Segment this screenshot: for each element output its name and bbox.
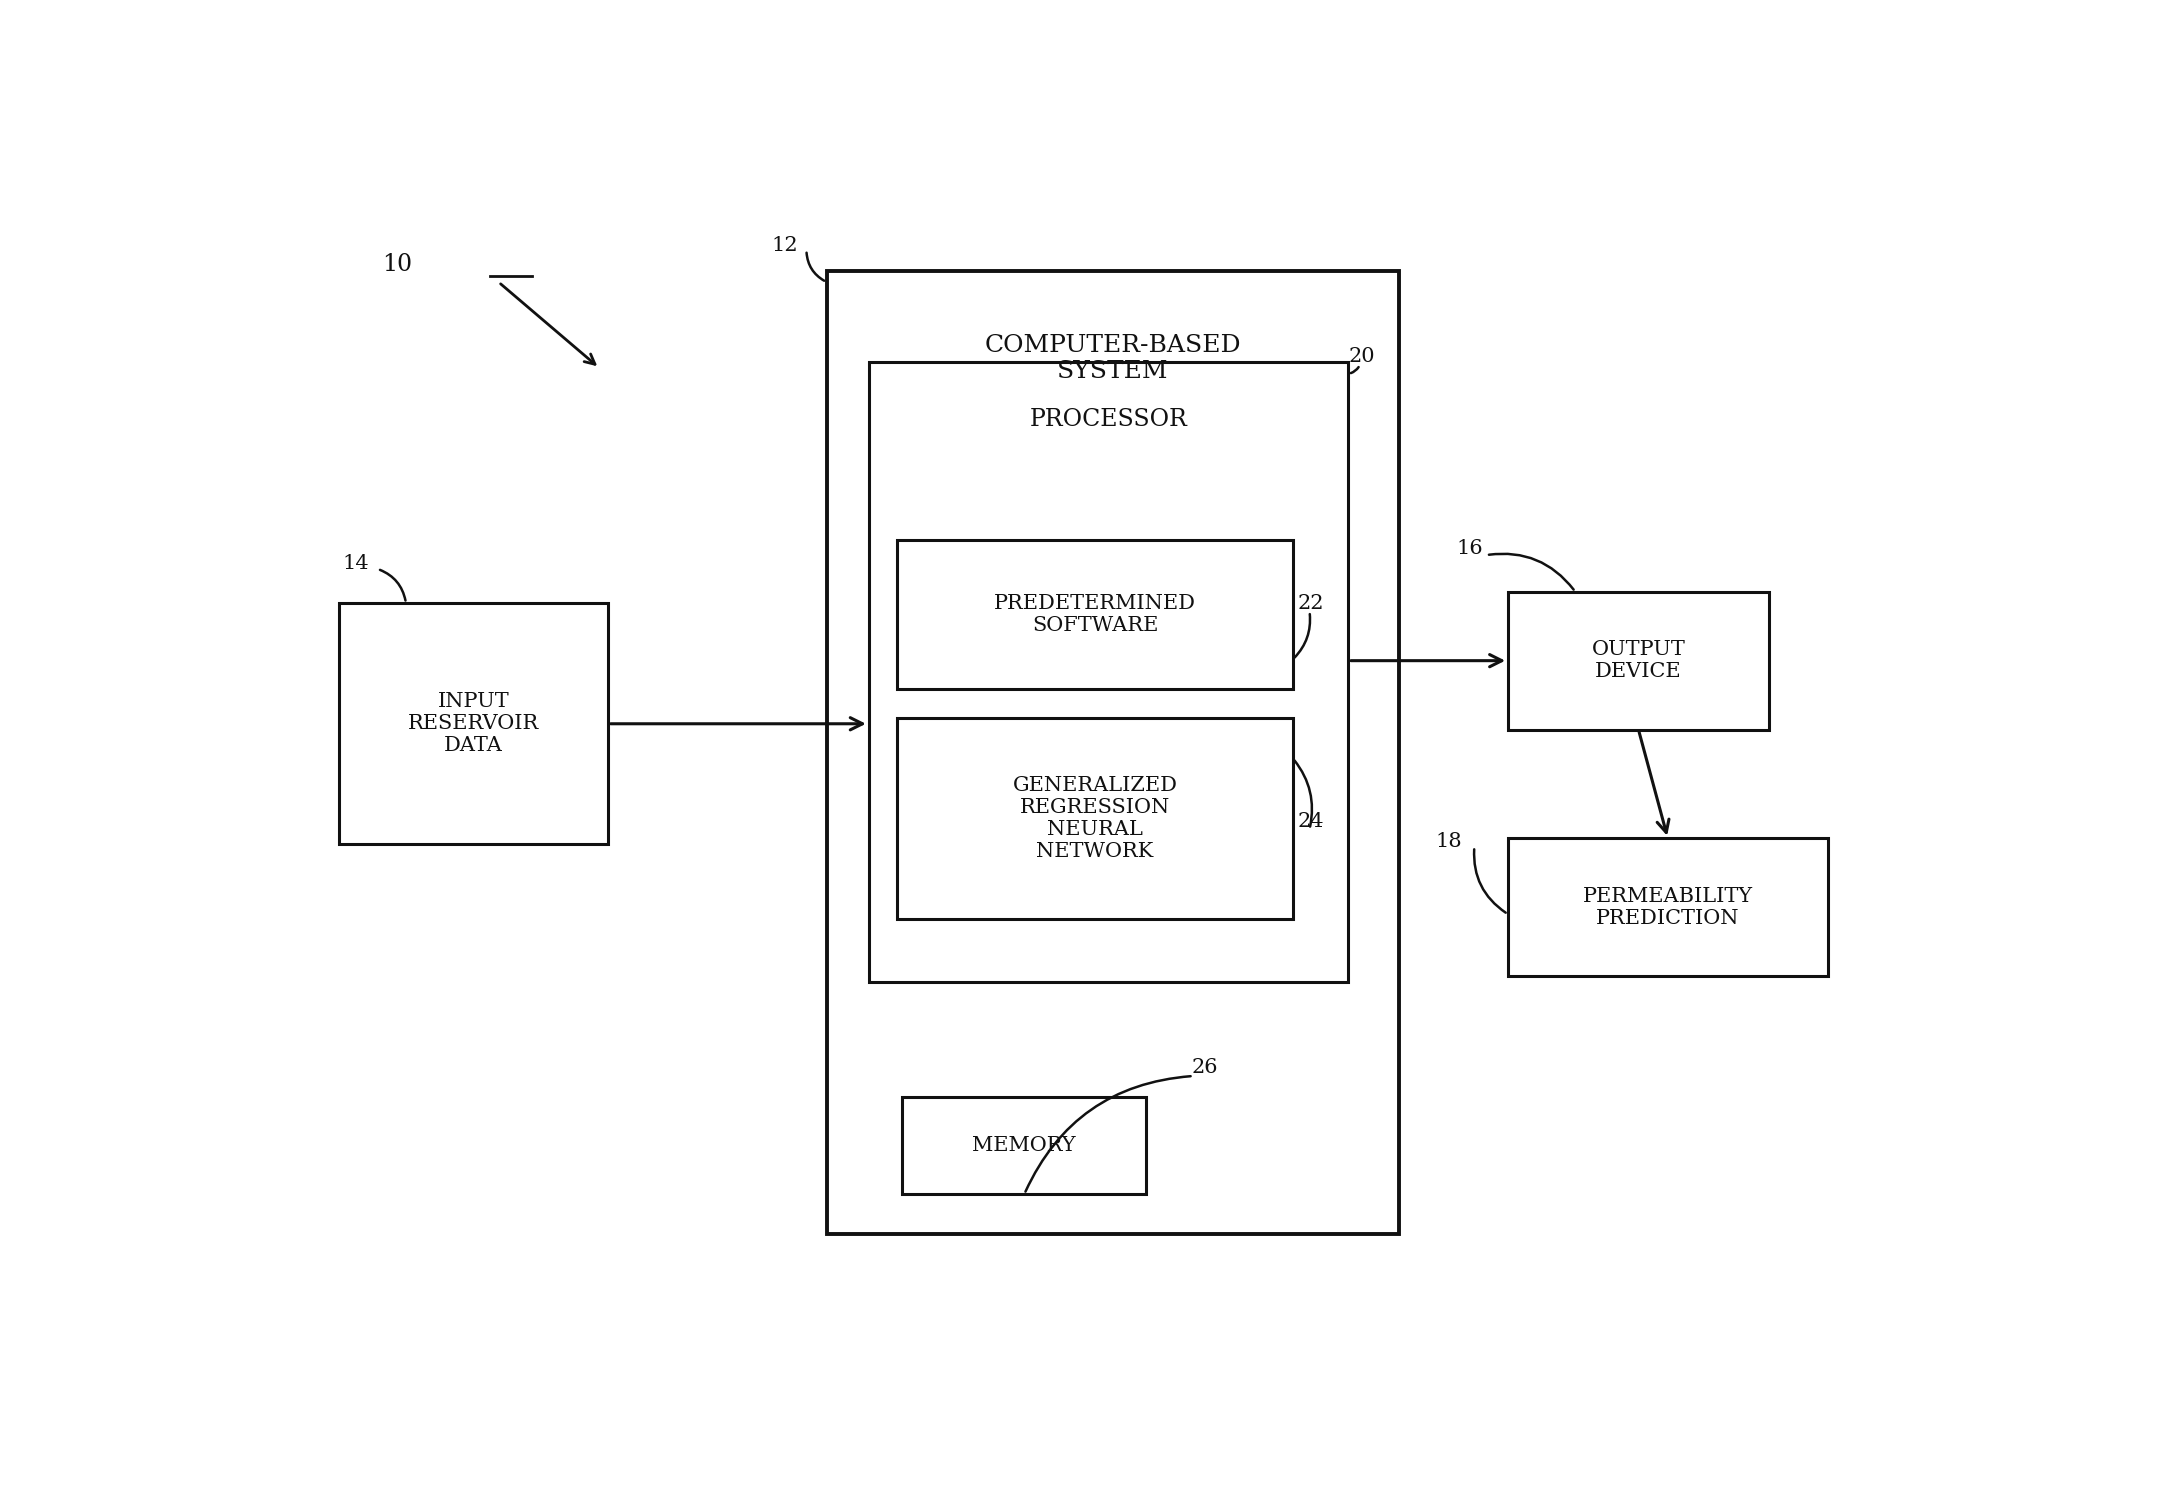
Text: MEMORY: MEMORY [973, 1135, 1077, 1155]
Text: 26: 26 [1192, 1058, 1218, 1077]
Text: 24: 24 [1298, 812, 1324, 831]
Bar [339, 603, 608, 845]
Bar [897, 541, 1292, 690]
Text: COMPUTER-BASED
SYSTEM: COMPUTER-BASED SYSTEM [983, 334, 1242, 383]
Bar [1509, 592, 1769, 730]
Text: 12: 12 [771, 235, 799, 255]
Text: PERMEABILITY
PREDICTION: PERMEABILITY PREDICTION [1583, 887, 1752, 928]
Text: 16: 16 [1457, 539, 1483, 557]
Text: PREDETERMINED
SOFTWARE: PREDETERMINED SOFTWARE [994, 595, 1196, 635]
Bar [897, 718, 1292, 919]
Bar [868, 362, 1348, 982]
Text: 20: 20 [1348, 347, 1374, 367]
Text: 14: 14 [343, 554, 369, 572]
Bar [827, 271, 1398, 1234]
Text: 18: 18 [1435, 833, 1463, 851]
Bar [903, 1097, 1146, 1193]
Text: PROCESSOR: PROCESSOR [1029, 408, 1188, 431]
Text: 22: 22 [1298, 595, 1324, 612]
Text: OUTPUT
DEVICE: OUTPUT DEVICE [1591, 641, 1685, 681]
Text: GENERALIZED
REGRESSION
NEURAL
NETWORK: GENERALIZED REGRESSION NEURAL NETWORK [1012, 776, 1177, 861]
Bar [1509, 839, 1828, 976]
Text: 10: 10 [382, 253, 412, 276]
Text: INPUT
RESERVOIR
DATA: INPUT RESERVOIR DATA [408, 693, 538, 755]
